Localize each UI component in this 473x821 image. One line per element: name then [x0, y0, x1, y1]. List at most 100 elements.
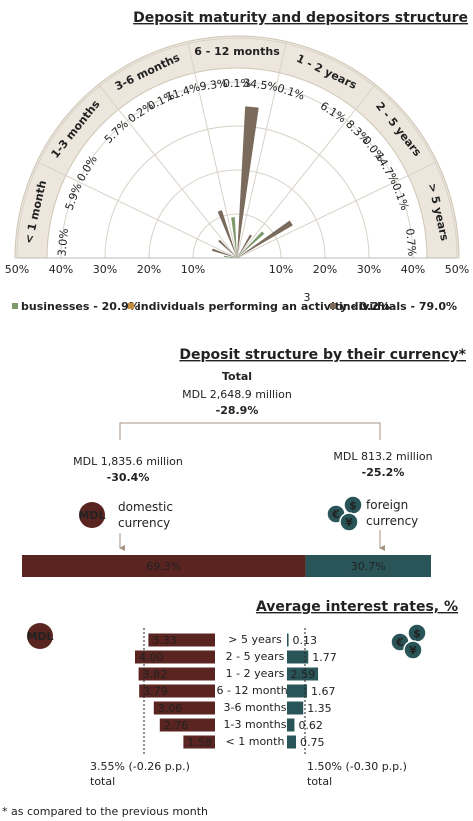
share-bar [22, 555, 306, 577]
chart-title: Deposit maturity and depositors structur… [133, 10, 468, 26]
rate-bar [153, 701, 215, 715]
sector-divider [236, 161, 438, 259]
amount: MDL 1,835.6 million [73, 455, 183, 468]
data-label: 34.5% [242, 76, 278, 94]
legend-label: individuals performing an activity - 0.2… [137, 300, 390, 313]
wedge [223, 255, 237, 258]
sector-divider [98, 84, 238, 259]
badge-text: MDL [78, 509, 105, 522]
category-label: 3-6 months [224, 701, 287, 714]
wedge [231, 217, 237, 258]
data-label: 0.0% [74, 153, 99, 184]
data-label: 3.0% [55, 228, 70, 257]
badge-text: ¥ [409, 644, 417, 657]
value-label: 4.00 [139, 651, 164, 664]
chart-title: Deposit structure by their currency* [179, 347, 466, 363]
wedge [217, 210, 237, 258]
value-label: 0.62 [298, 719, 323, 732]
value-label: 1.67 [311, 685, 336, 698]
total-caption: Total [222, 370, 252, 383]
wedge [237, 257, 241, 258]
domestic-label: domestic currency [118, 500, 173, 530]
legend-swatch [128, 303, 134, 309]
badge-text: $ [349, 499, 357, 512]
share-label: 30.7% [351, 560, 386, 573]
footnote: * as compared to the previous month [2, 805, 208, 818]
rate-bar [159, 718, 215, 732]
sector-divider [187, 41, 238, 259]
grid-arc [192, 213, 282, 259]
category-label: 1 - 2 years [226, 667, 285, 680]
category-label: 6 - 12 months [217, 684, 294, 697]
chart-title: Average interest rates, % [256, 599, 458, 615]
value-label: 1.58 [187, 736, 212, 749]
r-tick-label: 20% [137, 263, 161, 276]
bracket [119, 422, 385, 551]
r-tick-label: 10% [181, 263, 205, 276]
value-label: 0.75 [300, 736, 325, 749]
currency-badge [403, 640, 423, 660]
total-amount: MDL 2,648.9 million [182, 388, 292, 401]
rate-bar [287, 701, 304, 715]
badge-text: € [395, 636, 404, 649]
legend-swatch [330, 303, 336, 309]
wedge [237, 234, 252, 258]
r-tick-label: 20% [313, 263, 337, 276]
data-label: 0.1% [276, 82, 307, 103]
share-bar [305, 555, 431, 577]
r-tick-label: 50% [445, 263, 469, 276]
r-tick-label: 40% [49, 263, 73, 276]
rate-bar [287, 718, 295, 732]
wedge [237, 106, 259, 258]
r-tick-label: 30% [357, 263, 381, 276]
rate-bar [287, 633, 289, 647]
value-label: 1.35 [307, 702, 332, 715]
category-label: 6 - 12 months [194, 45, 280, 58]
data-label: 5.7% [102, 118, 131, 147]
rate-bar [183, 735, 215, 749]
change: -25.2% [362, 466, 405, 479]
r-tick-label: 40% [401, 263, 425, 276]
value-label: 3.79 [143, 685, 168, 698]
data-label: 0.7% [403, 228, 418, 257]
amount: MDL 813.2 million [333, 450, 432, 463]
badge-text: ¥ [345, 516, 353, 529]
legend-label: individuals - 79.0% [339, 300, 457, 313]
sector-divider [236, 84, 376, 259]
grid-arc [60, 81, 414, 259]
rate-bar [287, 650, 309, 664]
currency-badge [339, 512, 359, 532]
value-label: 2.76 [164, 719, 189, 732]
sector-divider [236, 41, 287, 259]
value-label: 3.06 [158, 702, 183, 715]
data-label: 0.1% [389, 181, 411, 212]
badge-text: $ [413, 627, 421, 640]
r-tick-label: 10% [269, 263, 293, 276]
r-tick-label: 30% [93, 263, 117, 276]
grid-arc [148, 169, 326, 259]
total-caption: total [307, 775, 332, 788]
data-label: 11.4% [164, 80, 201, 103]
wedge [237, 231, 265, 258]
currency-badge [79, 502, 105, 528]
value-label: 1.77 [312, 651, 337, 664]
category-label: < 1 month [226, 735, 285, 748]
total-label: 3.55% (-0.26 p.p.) [90, 760, 190, 773]
badge-text: MDL [26, 630, 53, 643]
value-label: 3.33 [152, 634, 177, 647]
data-label: 0.1% [223, 77, 251, 90]
total-label: 1.50% (-0.30 p.p.) [307, 760, 407, 773]
data-label: 6.1% [318, 99, 348, 125]
foreign-label: foreign currency [366, 498, 419, 528]
rate-bar [135, 650, 215, 664]
category-label: 2 - 5 years [226, 650, 285, 663]
value-label: 2.59 [291, 668, 316, 681]
total-caption: total [90, 775, 115, 788]
currency-badge [27, 623, 53, 649]
r-tick-label: 50% [5, 263, 29, 276]
rate-bar [287, 667, 319, 681]
category-band [14, 35, 460, 259]
wedge [212, 248, 237, 258]
legend-label: businesses - 20.9% [21, 300, 140, 313]
